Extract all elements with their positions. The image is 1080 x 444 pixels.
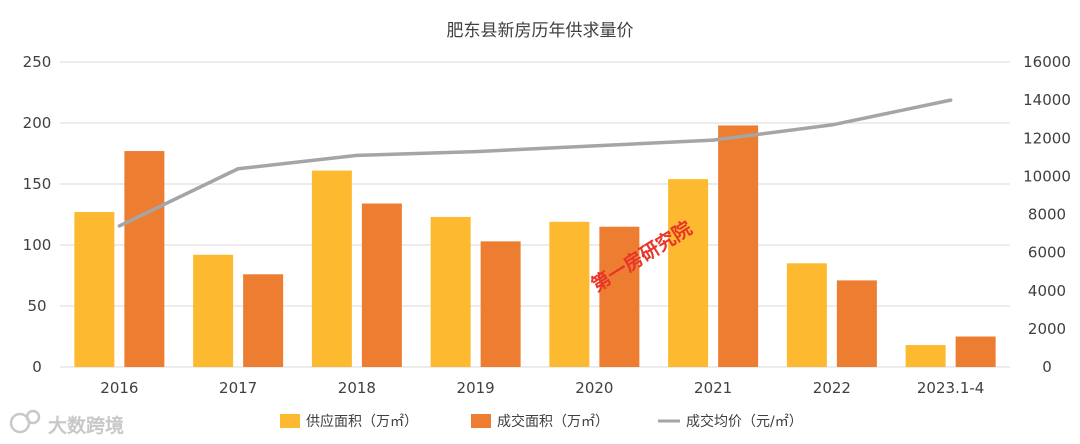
- right-tick-label: 6000: [1028, 244, 1066, 262]
- legend-label: 成交均价（元/㎡）: [686, 413, 803, 430]
- x-tick-label: 2016: [100, 379, 138, 397]
- bars: [74, 125, 996, 367]
- bar-deal: [361, 203, 402, 367]
- left-tick-label: 50: [27, 297, 46, 315]
- legend: 供应面积（万㎡） 成交面积（万㎡） 成交均价（元/㎡）: [280, 413, 803, 430]
- x-axis: 2016 2017 2018 2019 2020 2021 2022 2023.1-4: [100, 379, 984, 397]
- legend-swatch: [280, 414, 300, 428]
- bar-supply: [905, 345, 946, 367]
- bar-supply: [549, 221, 590, 367]
- x-tick-label: 2023.1-4: [917, 379, 984, 397]
- bar-deal: [243, 274, 284, 367]
- logo-text: 大数跨境: [48, 414, 124, 437]
- bar-deal: [124, 151, 165, 367]
- bar-deal: [718, 125, 759, 367]
- bar-supply: [193, 254, 234, 367]
- left-tick-label: 100: [23, 236, 52, 254]
- x-tick-label: 2020: [575, 379, 613, 397]
- left-tick-label: 250: [23, 53, 52, 71]
- left-tick-label: 150: [23, 175, 52, 193]
- bar-supply: [74, 212, 115, 367]
- bar-deal: [599, 226, 640, 367]
- legend-label: 成交面积（万㎡）: [497, 413, 609, 430]
- x-tick-label: 2019: [457, 379, 495, 397]
- right-tick-label: 12000: [1023, 129, 1071, 147]
- bar-deal: [836, 280, 877, 367]
- bar-supply: [786, 263, 827, 367]
- x-tick-label: 2022: [813, 379, 851, 397]
- logo-icon: [9, 409, 41, 434]
- left-tick-label: 200: [23, 114, 52, 132]
- price-line: [117, 98, 953, 228]
- logo: 大数跨境: [9, 409, 124, 437]
- right-tick-label: 2000: [1028, 320, 1066, 338]
- chart-title: 肥东县新房历年供求量价: [447, 21, 634, 41]
- right-tick-label: 10000: [1023, 167, 1071, 185]
- legend-swatch: [471, 414, 491, 428]
- left-axis: 0 50 100 150 200 250: [23, 53, 52, 376]
- bar-supply: [311, 170, 352, 367]
- right-tick-label: 16000: [1023, 53, 1071, 71]
- right-tick-label: 4000: [1028, 282, 1066, 300]
- x-tick-label: 2017: [219, 379, 257, 397]
- bar-deal: [480, 241, 521, 367]
- bar-supply: [668, 179, 709, 367]
- right-tick-label: 8000: [1028, 206, 1066, 224]
- right-tick-label: 0: [1042, 358, 1052, 376]
- right-tick-label: 14000: [1023, 91, 1071, 109]
- bar-deal: [955, 336, 996, 367]
- x-tick-label: 2018: [338, 379, 376, 397]
- legend-label: 供应面积（万㎡）: [306, 413, 418, 430]
- x-tick-label: 2021: [694, 379, 732, 397]
- bar-supply: [430, 216, 471, 367]
- right-axis: 0 2000 4000 6000 8000 10000 12000 14000 16000: [1023, 53, 1071, 376]
- price-line-path: [117, 98, 953, 228]
- left-tick-label: 0: [32, 358, 42, 376]
